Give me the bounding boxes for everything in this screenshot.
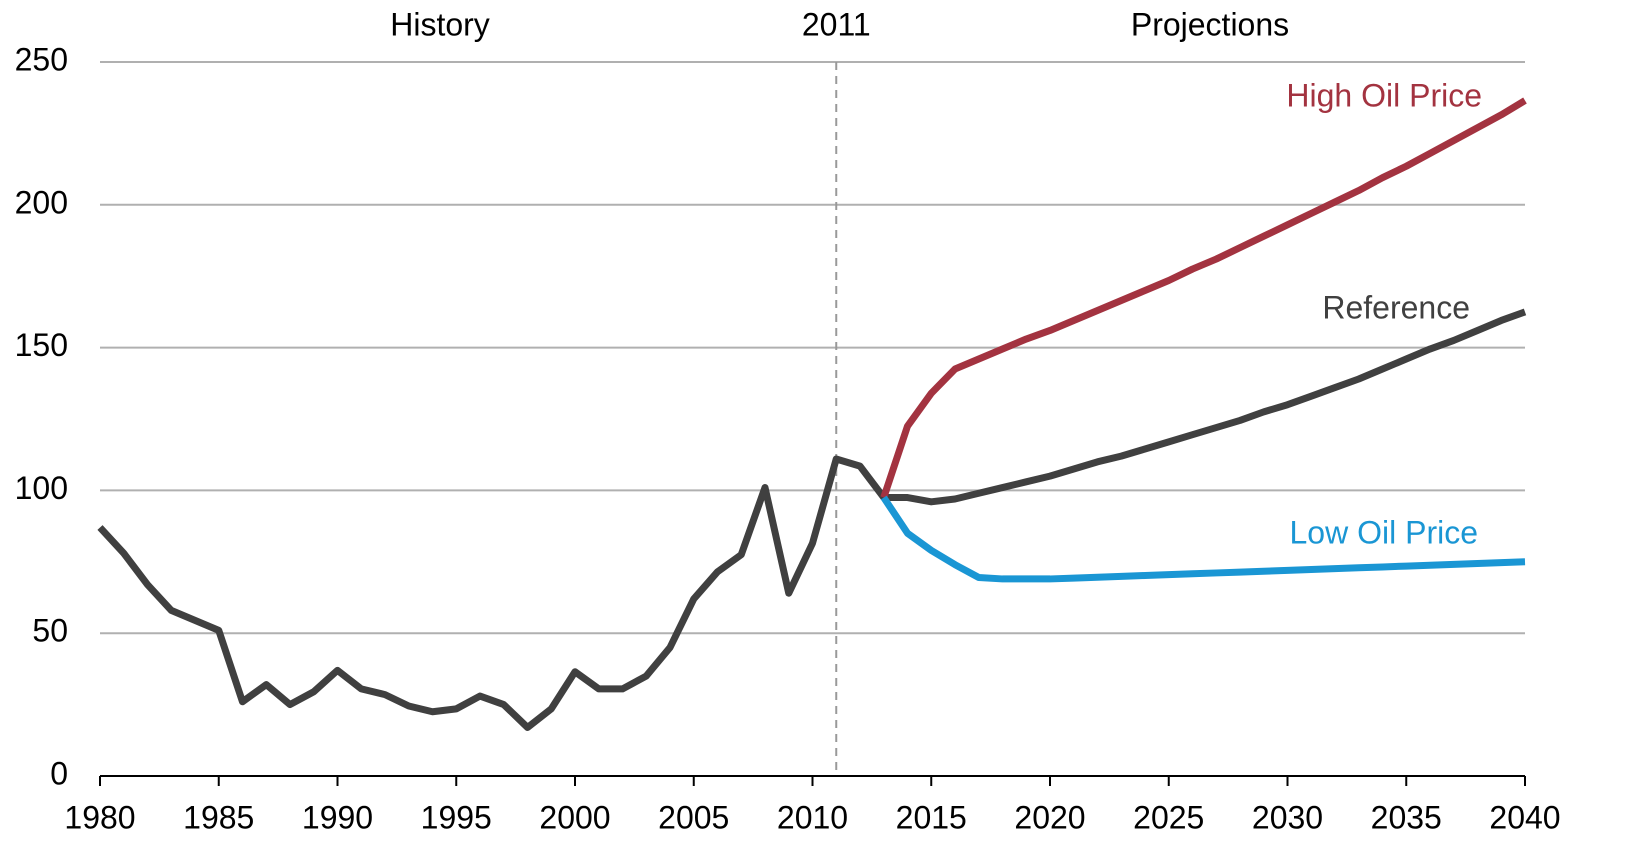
series-label: Reference xyxy=(1322,289,1470,325)
annotation: Projections xyxy=(1131,6,1289,42)
series-line xyxy=(880,97,1527,499)
series-label: Low Oil Price xyxy=(1290,514,1479,550)
divider-label: 2011 xyxy=(802,6,871,42)
x-tick-label: 1995 xyxy=(421,799,492,835)
x-tick-label: 1980 xyxy=(64,799,135,835)
x-tick-label: 2000 xyxy=(539,799,610,835)
y-tick-label: 100 xyxy=(15,470,68,506)
x-tick-label: 2035 xyxy=(1371,799,1442,835)
y-tick-label: 250 xyxy=(15,41,68,77)
x-tick-label: 1985 xyxy=(183,799,254,835)
y-tick-label: 200 xyxy=(15,184,68,220)
series-label: High Oil Price xyxy=(1286,77,1482,113)
y-tick-label: 50 xyxy=(32,613,68,649)
series-line xyxy=(880,495,1526,583)
y-tick-label: 0 xyxy=(50,755,68,791)
x-tick-label: 2030 xyxy=(1252,799,1323,835)
x-tick-label: 2005 xyxy=(658,799,729,835)
x-tick-label: 2010 xyxy=(777,799,848,835)
y-tick-label: 150 xyxy=(15,327,68,363)
x-tick-label: 2040 xyxy=(1489,799,1560,835)
x-tick-label: 2015 xyxy=(896,799,967,835)
x-tick-label: 2025 xyxy=(1133,799,1204,835)
x-tick-label: 1990 xyxy=(302,799,373,835)
series-line xyxy=(97,308,1527,731)
x-tick-label: 2020 xyxy=(1014,799,1085,835)
annotation: History xyxy=(390,6,490,42)
